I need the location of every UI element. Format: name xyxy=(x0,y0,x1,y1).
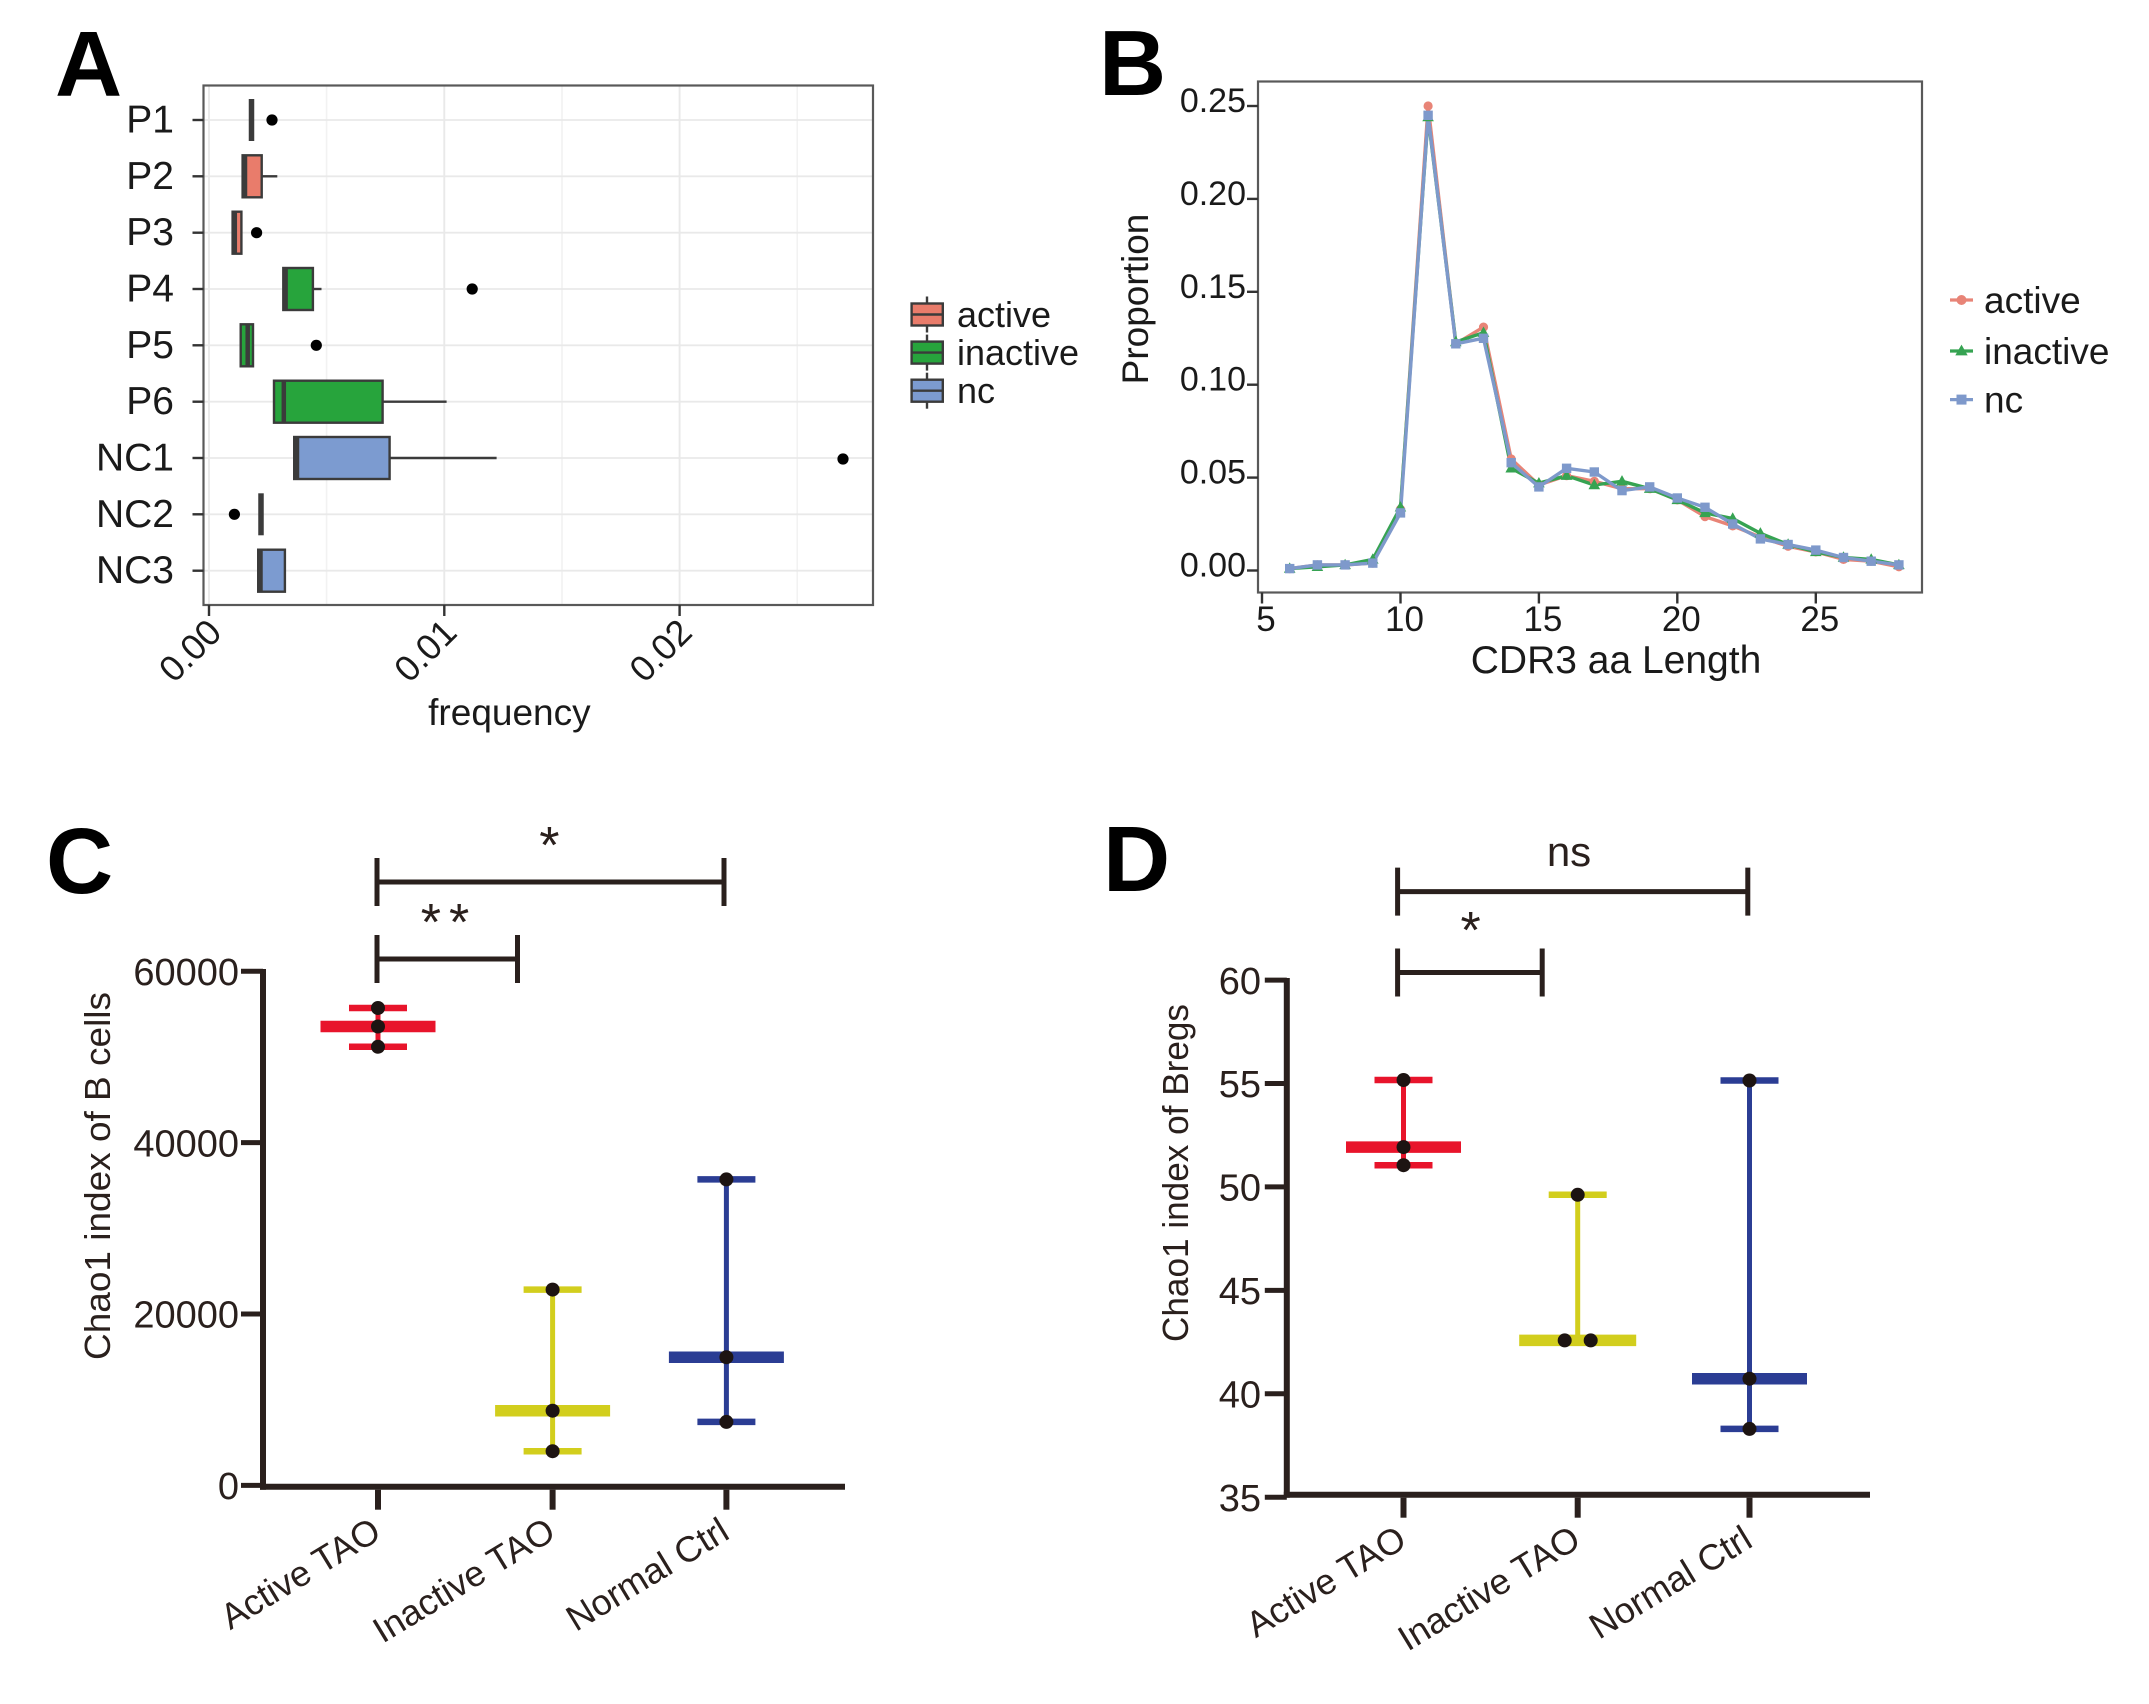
svg-text:D: D xyxy=(1103,807,1170,911)
svg-text:60: 60 xyxy=(1219,961,1261,1003)
svg-text:ns: ns xyxy=(1547,828,1591,875)
svg-text:45: 45 xyxy=(1219,1271,1261,1313)
svg-text:20: 20 xyxy=(1662,600,1701,639)
svg-text:nc: nc xyxy=(957,370,995,411)
svg-text:nc: nc xyxy=(1984,380,2023,421)
svg-text:frequency: frequency xyxy=(428,692,591,733)
svg-text:0.05: 0.05 xyxy=(1180,454,1246,492)
svg-text:20000: 20000 xyxy=(133,1295,239,1337)
svg-text:Chao1 index of Bregs: Chao1 index of Bregs xyxy=(1155,1004,1196,1342)
svg-text:CDR3 aa Length: CDR3 aa Length xyxy=(1471,639,1762,682)
svg-text:inactive: inactive xyxy=(1984,331,2109,372)
svg-text:NC2: NC2 xyxy=(96,493,174,536)
svg-text:0.20: 0.20 xyxy=(1180,175,1246,213)
svg-text:NC1: NC1 xyxy=(96,437,174,480)
svg-text:*: * xyxy=(539,817,559,875)
svg-text:P4: P4 xyxy=(126,268,174,311)
svg-text:0.15: 0.15 xyxy=(1180,268,1246,306)
svg-text:0.10: 0.10 xyxy=(1180,361,1246,399)
svg-text:inactive: inactive xyxy=(957,332,1079,373)
svg-text:*: * xyxy=(1460,902,1480,960)
svg-text:35: 35 xyxy=(1219,1478,1261,1520)
svg-text:0.25: 0.25 xyxy=(1180,82,1246,120)
svg-text:0.00: 0.00 xyxy=(1180,547,1246,585)
svg-text:P6: P6 xyxy=(126,380,174,423)
svg-text:Proportion: Proportion xyxy=(1115,214,1156,385)
svg-text:C: C xyxy=(46,809,113,913)
svg-text:40: 40 xyxy=(1219,1375,1261,1417)
svg-text:active: active xyxy=(1984,280,2081,321)
svg-text:Chao1 index of B cells: Chao1 index of B cells xyxy=(77,992,118,1360)
svg-text:P3: P3 xyxy=(126,211,174,254)
svg-text:60000: 60000 xyxy=(133,952,239,994)
svg-text:40000: 40000 xyxy=(133,1123,239,1165)
svg-text:B: B xyxy=(1099,11,1166,115)
svg-text:NC3: NC3 xyxy=(96,549,174,592)
svg-text:**: ** xyxy=(421,894,477,952)
svg-text:55: 55 xyxy=(1219,1064,1261,1106)
svg-text:25: 25 xyxy=(1800,600,1839,639)
svg-text:P2: P2 xyxy=(126,155,174,198)
svg-text:5: 5 xyxy=(1256,600,1275,639)
svg-text:active: active xyxy=(957,294,1051,335)
svg-text:15: 15 xyxy=(1523,600,1562,639)
svg-text:P5: P5 xyxy=(126,324,174,367)
svg-text:10: 10 xyxy=(1385,600,1424,639)
svg-text:0: 0 xyxy=(218,1466,239,1508)
svg-text:A: A xyxy=(55,12,122,116)
svg-text:P1: P1 xyxy=(126,99,174,142)
svg-text:50: 50 xyxy=(1219,1168,1261,1210)
